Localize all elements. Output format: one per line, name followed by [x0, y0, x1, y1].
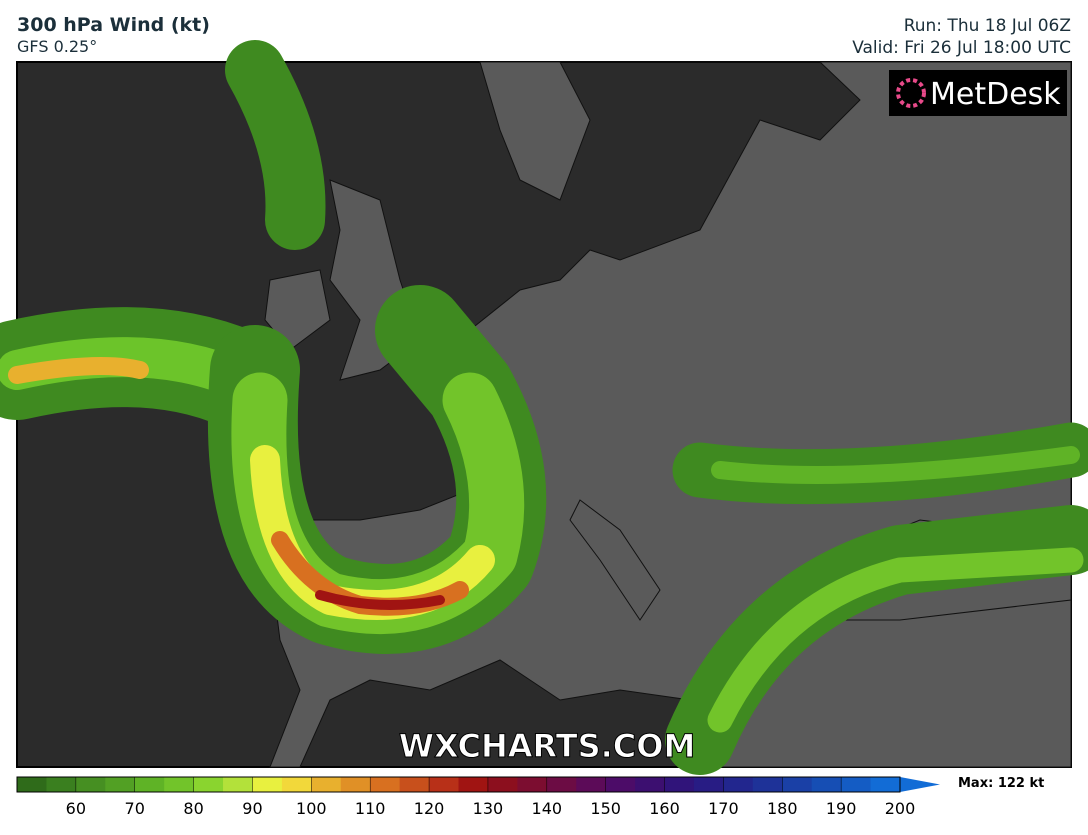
tick-label: 90	[242, 799, 262, 818]
color-step	[870, 777, 901, 792]
color-step	[517, 777, 548, 792]
color-step	[399, 777, 430, 792]
color-step	[841, 777, 872, 792]
color-step	[576, 777, 607, 792]
color-step	[134, 777, 165, 792]
color-step	[723, 777, 754, 792]
subtitle: GFS 0.25°	[17, 37, 98, 56]
jet-streams	[0, 40, 1088, 775]
jet	[0, 40, 1088, 775]
title: 300 hPa Wind (kt)	[17, 14, 210, 36]
color-step	[664, 777, 695, 792]
color-step	[311, 777, 342, 792]
color-step	[605, 777, 636, 792]
color-step	[193, 777, 224, 792]
logo-icon	[896, 78, 926, 108]
tick-label: 200	[885, 799, 916, 818]
run: Run: Thu 18 Jul 06Z	[903, 16, 1071, 36]
tick-label: 130	[473, 799, 504, 818]
tick-label: 60	[66, 799, 86, 818]
max-label: Max: 122 kt	[958, 776, 1044, 791]
logo-box	[889, 70, 1067, 116]
color-step	[370, 777, 401, 792]
tick-label: 180	[767, 799, 798, 818]
color-step	[17, 777, 47, 792]
colorbar: 60 70 80 90 100 110 120 130 140 150 160 170 180 190 20…	[16, 776, 940, 818]
color-step	[546, 777, 577, 792]
tick-label: 110	[355, 799, 386, 818]
color-step	[782, 777, 813, 792]
tick-label: 190	[826, 799, 857, 818]
watermark: WXCHARTS.COM	[399, 727, 696, 765]
color-step	[75, 777, 106, 792]
color-step	[105, 777, 136, 792]
tick-label: 170	[708, 799, 739, 818]
color-step	[252, 777, 283, 792]
color-step	[752, 777, 783, 792]
tick-label: 80	[183, 799, 203, 818]
colorbar-arrow	[900, 777, 940, 792]
tick-label: 70	[125, 799, 145, 818]
color-step	[164, 777, 195, 792]
tick-label: 160	[649, 799, 680, 818]
color-step	[46, 777, 77, 792]
valid: Valid: Fri 26 Jul 18:00 UTC	[852, 38, 1071, 58]
tick-label: 100	[296, 799, 327, 818]
tick-label: 120	[414, 799, 445, 818]
color-step	[635, 777, 666, 792]
color-step	[811, 777, 842, 792]
color-step	[281, 777, 312, 792]
color-step	[693, 777, 724, 792]
color-step	[458, 777, 489, 792]
tick-label: 140	[532, 799, 563, 818]
tick-label: 150	[590, 799, 621, 818]
color-step	[340, 777, 371, 792]
color-step	[487, 777, 518, 792]
logo: MetDesk	[930, 77, 1061, 112]
color-step	[223, 777, 253, 792]
color-step	[429, 777, 459, 792]
